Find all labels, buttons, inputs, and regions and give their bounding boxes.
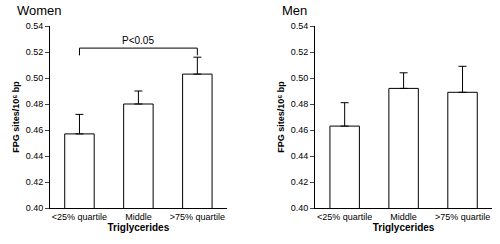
svg-text:0.48: 0.48: [26, 99, 44, 109]
svg-text:Triglycerides: Triglycerides: [373, 222, 435, 233]
svg-text:0.40: 0.40: [26, 203, 44, 213]
svg-text:FPG sites/10⁶ bp: FPG sites/10⁶ bp: [11, 81, 21, 153]
svg-text:0.42: 0.42: [26, 177, 44, 187]
svg-text:0.44: 0.44: [26, 151, 44, 161]
svg-text:0.52: 0.52: [291, 47, 309, 57]
svg-text:0.50: 0.50: [26, 73, 44, 83]
svg-text:>75% quartile: >75% quartile: [435, 212, 490, 222]
svg-text:0.46: 0.46: [26, 125, 44, 135]
svg-text:P<0.05: P<0.05: [122, 35, 154, 46]
svg-text:0.42: 0.42: [291, 177, 309, 187]
svg-text:Women: Women: [17, 3, 62, 18]
svg-text:FPG sites/10⁶ bp: FPG sites/10⁶ bp: [276, 81, 286, 153]
svg-text:Middle: Middle: [125, 212, 152, 222]
svg-text:Triglycerides: Triglycerides: [108, 222, 170, 233]
svg-text:>75% quartile: >75% quartile: [170, 212, 225, 222]
svg-text:<25% quartile: <25% quartile: [52, 212, 107, 222]
svg-text:0.54: 0.54: [291, 21, 309, 31]
svg-text:Middle: Middle: [390, 212, 417, 222]
svg-text:Men: Men: [282, 3, 307, 18]
svg-text:0.44: 0.44: [291, 151, 309, 161]
svg-text:0.48: 0.48: [291, 99, 309, 109]
svg-text:<25% quartile: <25% quartile: [317, 212, 372, 222]
svg-text:0.52: 0.52: [26, 47, 44, 57]
svg-text:0.46: 0.46: [291, 125, 309, 135]
svg-text:0.40: 0.40: [291, 203, 309, 213]
svg-text:0.50: 0.50: [291, 73, 309, 83]
svg-text:0.54: 0.54: [26, 21, 44, 31]
